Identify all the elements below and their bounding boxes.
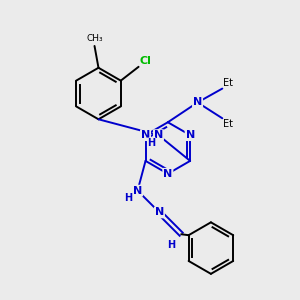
Text: H: H	[124, 193, 133, 202]
Text: N: N	[141, 130, 150, 140]
Text: Cl: Cl	[140, 56, 152, 66]
Text: N: N	[193, 98, 202, 107]
Text: H: H	[167, 240, 175, 250]
Text: N: N	[154, 130, 163, 140]
Text: CH₃: CH₃	[86, 34, 103, 43]
Text: H: H	[147, 138, 156, 148]
Text: N: N	[163, 169, 172, 179]
Text: N: N	[155, 207, 164, 218]
Text: N: N	[185, 130, 195, 140]
Text: Et: Et	[223, 78, 233, 88]
Text: Et: Et	[223, 119, 233, 129]
Text: N: N	[133, 186, 142, 196]
